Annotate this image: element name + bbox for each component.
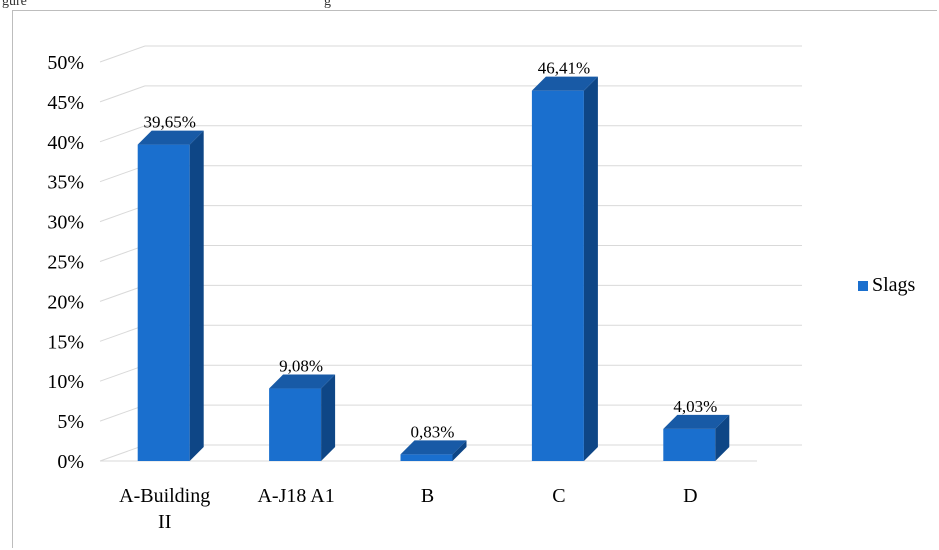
x-category-label: A-J18 A1 — [257, 485, 334, 507]
y-tick-label: 5% — [57, 411, 84, 433]
y-tick-label: 20% — [47, 291, 84, 313]
data-label: 0,83% — [411, 422, 455, 441]
bar-front — [138, 145, 190, 461]
y-tick-label: 0% — [57, 451, 84, 473]
x-category-label: A-Building — [119, 485, 210, 507]
data-label: 46,41% — [538, 59, 590, 78]
bar-front — [663, 429, 715, 461]
legend: Slags — [858, 274, 915, 297]
y-tick-label: 15% — [47, 331, 84, 353]
x-category-label: D — [683, 485, 697, 507]
legend-label: Slags — [872, 274, 915, 297]
y-tick-label: 25% — [47, 252, 84, 274]
y-tick-label: 40% — [47, 132, 84, 154]
y-tick-label: 35% — [47, 172, 84, 194]
y-tick-label: 30% — [47, 212, 84, 234]
data-label: 9,08% — [279, 357, 323, 376]
bar-side — [584, 77, 598, 461]
gridline-slant — [100, 46, 145, 62]
bar-front — [532, 91, 584, 461]
x-category-label: C — [552, 485, 565, 507]
y-tick-label: 45% — [47, 92, 84, 114]
y-tick-label: 50% — [47, 52, 84, 74]
bar-front — [401, 454, 453, 461]
bar-front — [269, 389, 321, 461]
bar-side — [190, 131, 204, 461]
legend-swatch — [858, 281, 868, 291]
gridline-slant — [100, 126, 145, 142]
data-label: 39,65% — [143, 113, 195, 132]
bar-side — [321, 375, 335, 461]
x-category-label: II — [158, 511, 171, 533]
x-category-label: B — [421, 485, 434, 507]
y-tick-label: 10% — [47, 371, 84, 393]
data-label: 4,03% — [673, 397, 717, 416]
gridline-slant — [100, 86, 145, 102]
